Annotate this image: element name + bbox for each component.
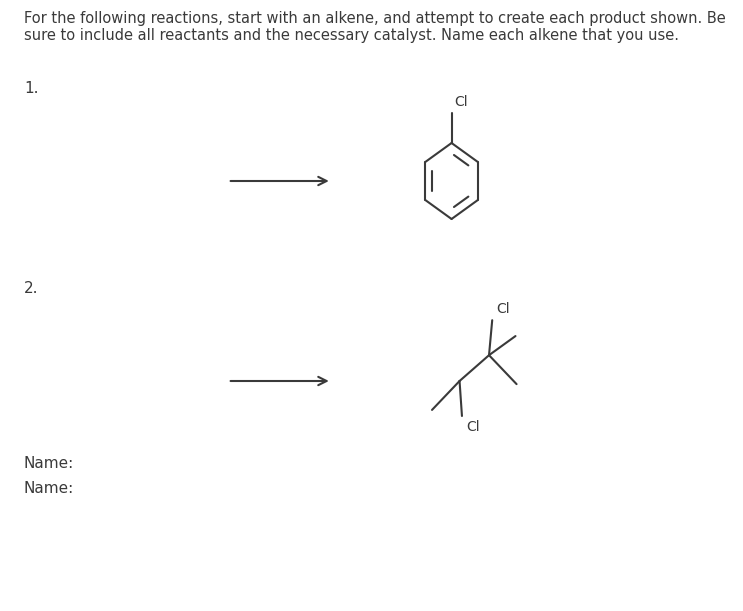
Text: 1.: 1. (24, 81, 39, 96)
Text: Name:: Name: (24, 456, 74, 471)
Text: Cl: Cl (466, 420, 479, 434)
Text: Cl: Cl (454, 95, 467, 109)
Text: Cl: Cl (496, 302, 510, 316)
Text: 2.: 2. (24, 281, 39, 296)
Text: Name:: Name: (24, 481, 74, 496)
Text: For the following reactions, start with an alkene, and attempt to create each pr: For the following reactions, start with … (24, 11, 726, 43)
